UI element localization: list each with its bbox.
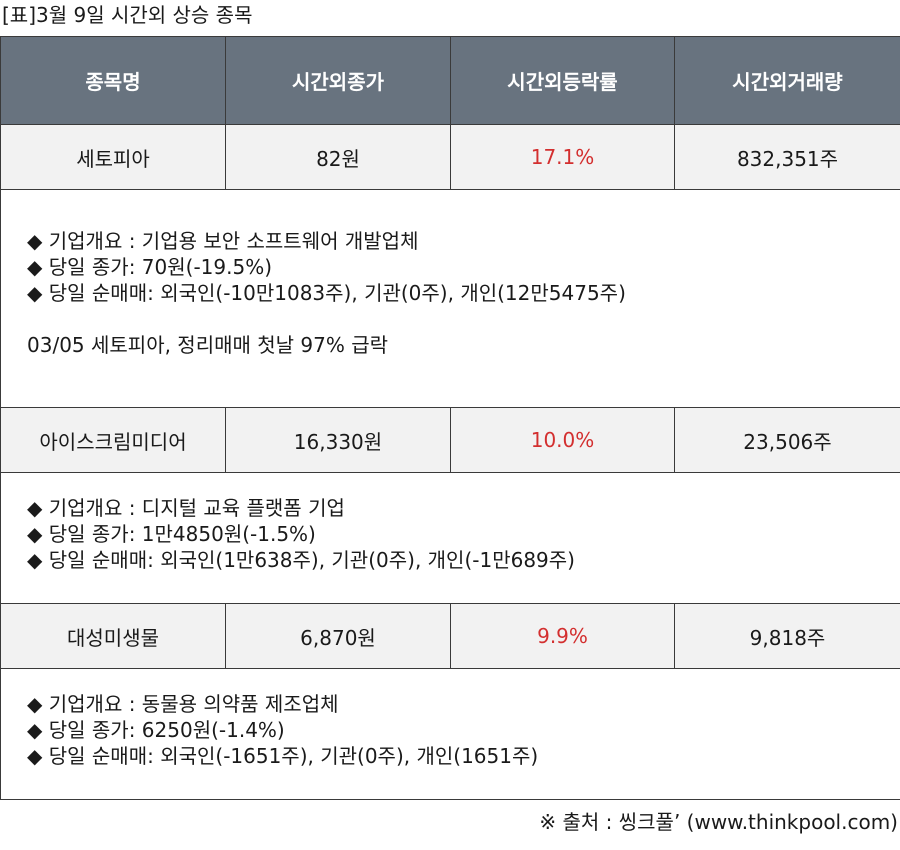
stock-name: 대성미생물	[0, 603, 226, 669]
after-hours-gainers-table: 종목명 시간외종가 시간외등락률 시간외거래량 세토피아 82원 17.1% 8…	[0, 36, 900, 800]
stock-name: 아이스크림미디어	[0, 407, 226, 473]
table-row: 세토피아 82원 17.1% 832,351주	[0, 124, 900, 190]
detail-overview: ◆ 기업개요 : 기업용 보안 소프트웨어 개발업체	[27, 229, 419, 253]
detail-overview: ◆ 기업개요 : 동물용 의약품 제조업체	[27, 692, 339, 716]
detail-close: ◆ 당일 종가: 70원(-19.5%)	[27, 255, 272, 279]
stock-volume: 832,351주	[674, 124, 900, 190]
detail-net-trading: ◆ 당일 순매매: 외국인(1만638주), 기관(0주), 개인(-1만689…	[27, 548, 575, 572]
source-note: ※ 출처 : 씽크풀’ (www.thinkpool.com)	[539, 810, 898, 834]
header-price: 시간외종가	[225, 36, 451, 125]
stock-rate: 10.0%	[450, 407, 675, 473]
stock-volume: 23,506주	[674, 407, 900, 473]
table-caption: [표]3월 9일 시간외 상승 종목	[2, 3, 253, 27]
detail-overview: ◆ 기업개요 : 디지털 교육 플랫폼 기업	[27, 496, 345, 520]
header-row: 종목명 시간외종가 시간외등락률 시간외거래량	[0, 36, 900, 125]
stock-volume: 9,818주	[674, 603, 900, 669]
stock-price: 16,330원	[225, 407, 451, 473]
detail-row: ◆ 기업개요 : 기업용 보안 소프트웨어 개발업체 ◆ 당일 종가: 70원(…	[0, 189, 900, 408]
table-row: 대성미생물 6,870원 9.9% 9,818주	[0, 603, 900, 669]
stock-detail: ◆ 기업개요 : 기업용 보안 소프트웨어 개발업체 ◆ 당일 종가: 70원(…	[0, 189, 900, 408]
detail-net-trading: ◆ 당일 순매매: 외국인(-1651주), 기관(0주), 개인(1651주)	[27, 744, 539, 768]
stock-name: 세토피아	[0, 124, 226, 190]
stock-rate: 9.9%	[450, 603, 675, 669]
detail-close: ◆ 당일 종가: 1만4850원(-1.5%)	[27, 522, 316, 546]
stock-price: 82원	[225, 124, 451, 190]
detail-net-trading: ◆ 당일 순매매: 외국인(-10만1083주), 기관(0주), 개인(12만…	[27, 281, 626, 305]
news-headline: 03/05 세토피아, 정리매매 첫날 97% 급락	[27, 333, 389, 357]
header-rate: 시간외등락률	[450, 36, 675, 125]
stock-rate: 17.1%	[450, 124, 675, 190]
table-row: 아이스크림미디어 16,330원 10.0% 23,506주	[0, 407, 900, 473]
stock-detail: ◆ 기업개요 : 디지털 교육 플랫폼 기업 ◆ 당일 종가: 1만4850원(…	[0, 472, 900, 604]
detail-close: ◆ 당일 종가: 6250원(-1.4%)	[27, 718, 285, 742]
header-name: 종목명	[0, 36, 226, 125]
stock-price: 6,870원	[225, 603, 451, 669]
detail-row: ◆ 기업개요 : 동물용 의약품 제조업체 ◆ 당일 종가: 6250원(-1.…	[0, 668, 900, 800]
stock-detail: ◆ 기업개요 : 동물용 의약품 제조업체 ◆ 당일 종가: 6250원(-1.…	[0, 668, 900, 800]
header-volume: 시간외거래량	[674, 36, 900, 125]
detail-row: ◆ 기업개요 : 디지털 교육 플랫폼 기업 ◆ 당일 종가: 1만4850원(…	[0, 472, 900, 604]
